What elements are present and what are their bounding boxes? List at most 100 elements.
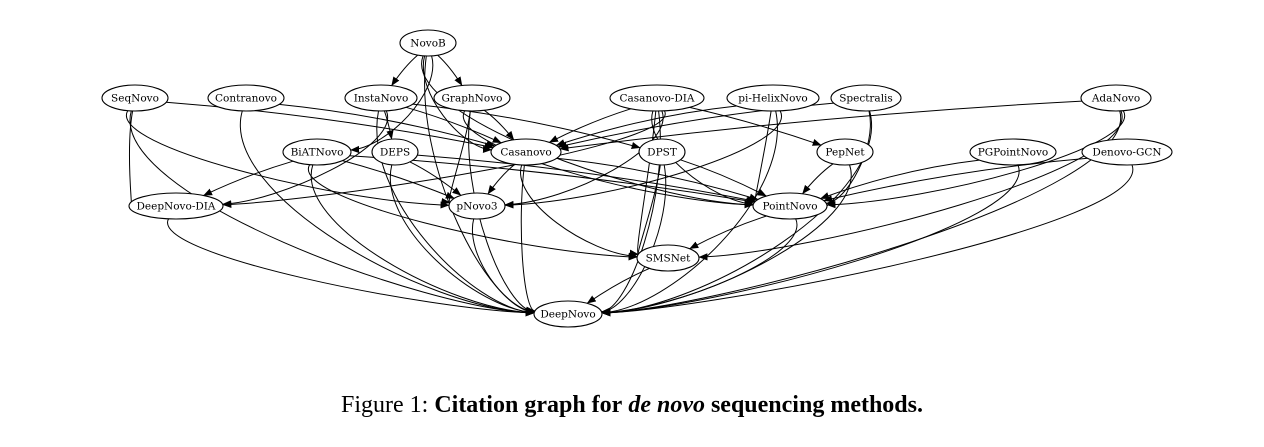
node-pi-helixnovo: pi-HelixNovo [726, 84, 820, 112]
edge-dpst-to-smsnet [629, 164, 661, 257]
node-ellipse [344, 84, 418, 112]
node-ellipse [448, 192, 506, 220]
edge-graphnovo-to-pnovo3 [441, 110, 471, 205]
node-ellipse [1080, 84, 1152, 112]
node-ellipse [433, 84, 511, 112]
node-ellipse [726, 84, 820, 112]
node-casanovo: Casanovo [490, 138, 562, 166]
citation-graph: NovoB SeqNovo Contranovo InstaNovo GraphNovo… [101, 29, 1173, 328]
node-label: InstaNovo [354, 93, 409, 105]
node-contranovo: Contranovo [207, 84, 285, 112]
node-adanovo: AdaNovo [1080, 84, 1152, 112]
edge-casanovo-to-smsnet [520, 164, 638, 260]
edge-deps-to-pnovo3 [409, 161, 462, 196]
edge-casanovo-to-pointnovo [556, 157, 759, 201]
edge-pgpointnovo-to-deepnovo [601, 164, 1020, 317]
edge-instanovo-to-casanovo [405, 106, 502, 144]
node-smsnet: SMSNet [636, 244, 700, 272]
node-seqnovo: SeqNovo [101, 84, 169, 112]
node-graphnovo: GraphNovo [433, 84, 511, 112]
node-dpst: DPST [638, 138, 686, 166]
node-pnovo3: pNovo3 [448, 192, 506, 220]
edge-deepnovo-dia-to-deepnovo [167, 218, 535, 317]
edge-denovo-gcn-to-pointnovo [823, 157, 1088, 203]
node-ellipse [816, 138, 874, 166]
edge-casanovo-dia-to-pointnovo [651, 110, 754, 208]
edge-biatnovo-to-deepnovo-dia [203, 160, 294, 196]
node-ellipse [207, 84, 285, 112]
edge-biatnovo-to-pnovo3 [342, 160, 455, 199]
node-denovo-gcn: Denovo-GCN [1081, 138, 1173, 166]
node-ellipse [490, 138, 562, 166]
node-ellipse [830, 84, 902, 112]
edge-pepnet-to-pointnovo [802, 163, 834, 195]
node-ellipse [282, 138, 352, 166]
caption-title-part2: sequencing methods. [710, 392, 923, 418]
edge-novob-to-graphnovo [437, 54, 463, 86]
caption-title-italic: de novo [628, 392, 705, 418]
edge-pi-helixnovo-to-deepnovo [601, 110, 778, 316]
node-label: PointNovo [762, 201, 817, 213]
caption-prefix: Figure 1: [340, 392, 429, 418]
node-ellipse [636, 244, 700, 272]
edge-adanovo-to-casanovo [559, 100, 1083, 152]
node-pepnet: PepNet [816, 138, 874, 166]
node-deepnovo: DeepNovo [533, 300, 603, 328]
edge-denovo-gcn-to-deepnovo [601, 164, 1134, 317]
node-label: Denovo-GCN [1092, 147, 1161, 159]
node-deps: DEPS [371, 138, 419, 166]
node-ellipse [638, 138, 686, 166]
edge-pnovo3-to-deepnovo [471, 218, 535, 315]
edge-seqnovo-to-deepnovo-dia [128, 110, 141, 205]
node-label: Casanovo [500, 147, 551, 159]
edge-instanovo-to-dpst [412, 103, 641, 149]
node-label: PGPointNovo [978, 147, 1049, 159]
node-label: SeqNovo [111, 93, 159, 105]
node-label: GraphNovo [442, 93, 503, 105]
node-label: pi-HelixNovo [738, 93, 807, 105]
edge-graphnovo-to-deepnovo [468, 110, 535, 315]
node-label: DEPS [380, 147, 410, 159]
edge-casanovo-dia-to-pnovo3 [504, 110, 664, 209]
node-ellipse [101, 84, 169, 112]
node-ellipse [533, 300, 603, 328]
node-casanovo-dia: Casanovo-DIA [609, 84, 705, 112]
node-label: NovoB [410, 38, 446, 50]
node-ellipse [1081, 138, 1173, 166]
edge-seqnovo-to-deepnovo [129, 110, 535, 317]
edge-seqnovo-to-casanovo [166, 101, 494, 150]
edge-casanovo-to-deepnovo [520, 164, 536, 314]
node-label: AdaNovo [1091, 93, 1140, 105]
node-label: Spectralis [839, 93, 893, 105]
node-pgpointnovo: PGPointNovo [969, 138, 1057, 166]
edge-novob-to-biatnovo [350, 55, 434, 154]
node-pointnovo: PointNovo [752, 192, 828, 220]
node-ellipse [371, 138, 419, 166]
node-ellipse [969, 138, 1057, 166]
node-label: PepNet [825, 147, 865, 159]
edge-pepnet-to-deepnovo [601, 164, 852, 317]
edge-casanovo-dia-to-casanovo [548, 108, 631, 143]
node-label: BiATNovo [291, 147, 344, 159]
node-deepnovo-dia: DeepNovo-DIA [128, 192, 224, 220]
edge-instanovo-to-deps [383, 110, 394, 140]
edge-casanovo-dia-to-pepnet [689, 106, 822, 146]
node-ellipse [609, 84, 705, 112]
node-label: Contranovo [215, 93, 277, 105]
edge-biatnovo-to-smsnet [307, 164, 638, 261]
edge-novob-to-instanovo [391, 54, 419, 86]
edge-novob-to-casanovo [422, 55, 492, 153]
node-layer: NovoB SeqNovo Contranovo InstaNovo GraphNovo… [101, 29, 1173, 328]
figure-caption: Figure 1: Citation graph for de novo seq… [0, 392, 1264, 419]
caption-title-part1: Citation graph for [434, 392, 623, 418]
node-label: Casanovo-DIA [620, 93, 695, 105]
edge-pi-helixnovo-to-casanovo [555, 105, 737, 147]
node-label: DPST [647, 147, 677, 159]
node-label: pNovo3 [456, 201, 497, 213]
node-ellipse [128, 192, 224, 220]
node-label: SMSNet [646, 253, 692, 265]
edge-pointnovo-to-smsnet [689, 215, 767, 250]
node-label: DeepNovo [540, 309, 595, 321]
edge-deps-to-deepnovo [389, 164, 535, 316]
